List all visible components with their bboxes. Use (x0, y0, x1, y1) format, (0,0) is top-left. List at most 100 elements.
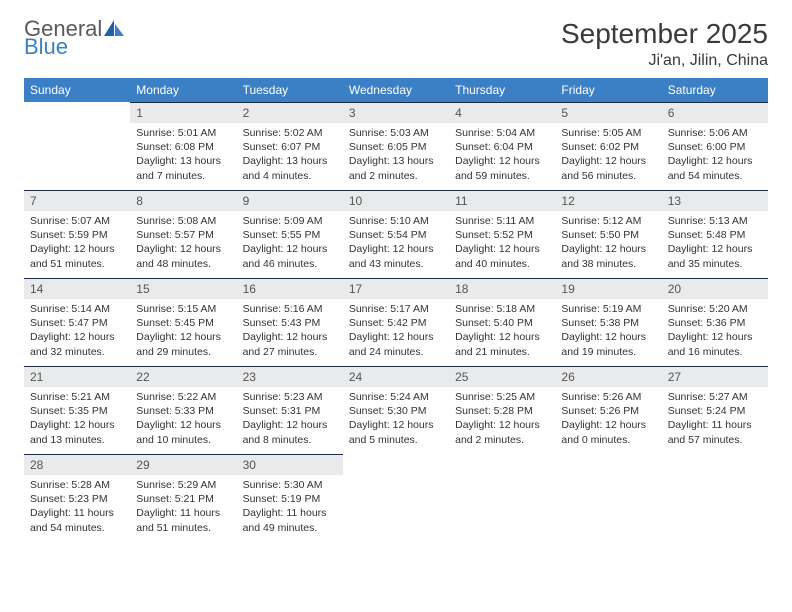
day-number: 6 (662, 102, 768, 123)
day-content: Sunrise: 5:01 AMSunset: 6:08 PMDaylight:… (130, 123, 236, 189)
daylight-text: Daylight: 12 hours and 5 minutes. (349, 418, 443, 446)
calendar-day-cell: 18Sunrise: 5:18 AMSunset: 5:40 PMDayligh… (449, 278, 555, 366)
sunrise-text: Sunrise: 5:21 AM (30, 390, 124, 404)
day-number: 25 (449, 366, 555, 387)
sunset-text: Sunset: 5:23 PM (30, 492, 124, 506)
sunset-text: Sunset: 6:02 PM (561, 140, 655, 154)
calendar-table: SundayMondayTuesdayWednesdayThursdayFrid… (24, 78, 768, 542)
daylight-text: Daylight: 13 hours and 4 minutes. (243, 154, 337, 182)
sunrise-text: Sunrise: 5:06 AM (668, 126, 762, 140)
sunset-text: Sunset: 5:47 PM (30, 316, 124, 330)
calendar-day-cell: 26Sunrise: 5:26 AMSunset: 5:26 PMDayligh… (555, 366, 661, 454)
calendar-day-cell: 8Sunrise: 5:08 AMSunset: 5:57 PMDaylight… (130, 190, 236, 278)
day-number: 7 (24, 190, 130, 211)
sunset-text: Sunset: 5:45 PM (136, 316, 230, 330)
daylight-text: Daylight: 12 hours and 54 minutes. (668, 154, 762, 182)
sunset-text: Sunset: 5:54 PM (349, 228, 443, 242)
day-content: Sunrise: 5:29 AMSunset: 5:21 PMDaylight:… (130, 475, 236, 541)
day-content: Sunrise: 5:15 AMSunset: 5:45 PMDaylight:… (130, 299, 236, 365)
day-content: Sunrise: 5:23 AMSunset: 5:31 PMDaylight:… (237, 387, 343, 453)
sunrise-text: Sunrise: 5:02 AM (243, 126, 337, 140)
calendar-day-cell (555, 454, 661, 542)
day-number: 15 (130, 278, 236, 299)
daylight-text: Daylight: 13 hours and 7 minutes. (136, 154, 230, 182)
calendar-day-cell: 14Sunrise: 5:14 AMSunset: 5:47 PMDayligh… (24, 278, 130, 366)
sunrise-text: Sunrise: 5:07 AM (30, 214, 124, 228)
daylight-text: Daylight: 12 hours and 59 minutes. (455, 154, 549, 182)
calendar-day-cell: 20Sunrise: 5:20 AMSunset: 5:36 PMDayligh… (662, 278, 768, 366)
sunrise-text: Sunrise: 5:25 AM (455, 390, 549, 404)
day-content: Sunrise: 5:26 AMSunset: 5:26 PMDaylight:… (555, 387, 661, 453)
daylight-text: Daylight: 12 hours and 35 minutes. (668, 242, 762, 270)
daylight-text: Daylight: 12 hours and 21 minutes. (455, 330, 549, 358)
day-number: 13 (662, 190, 768, 211)
day-content: Sunrise: 5:06 AMSunset: 6:00 PMDaylight:… (662, 123, 768, 189)
calendar-day-cell: 7Sunrise: 5:07 AMSunset: 5:59 PMDaylight… (24, 190, 130, 278)
daylight-text: Daylight: 12 hours and 13 minutes. (30, 418, 124, 446)
calendar-page: General Blue September 2025 Ji'an, Jilin… (0, 0, 792, 560)
sunset-text: Sunset: 5:26 PM (561, 404, 655, 418)
sunset-text: Sunset: 5:28 PM (455, 404, 549, 418)
sunrise-text: Sunrise: 5:19 AM (561, 302, 655, 316)
day-content: Sunrise: 5:22 AMSunset: 5:33 PMDaylight:… (130, 387, 236, 453)
day-number: 26 (555, 366, 661, 387)
day-number: 30 (237, 454, 343, 475)
day-content: Sunrise: 5:11 AMSunset: 5:52 PMDaylight:… (449, 211, 555, 277)
calendar-day-cell: 4Sunrise: 5:04 AMSunset: 6:04 PMDaylight… (449, 102, 555, 190)
calendar-day-cell: 3Sunrise: 5:03 AMSunset: 6:05 PMDaylight… (343, 102, 449, 190)
sunrise-text: Sunrise: 5:20 AM (668, 302, 762, 316)
sunrise-text: Sunrise: 5:03 AM (349, 126, 443, 140)
day-content: Sunrise: 5:24 AMSunset: 5:30 PMDaylight:… (343, 387, 449, 453)
calendar-day-cell: 10Sunrise: 5:10 AMSunset: 5:54 PMDayligh… (343, 190, 449, 278)
logo: General Blue (24, 18, 126, 58)
sunrise-text: Sunrise: 5:16 AM (243, 302, 337, 316)
daylight-text: Daylight: 12 hours and 2 minutes. (455, 418, 549, 446)
sunset-text: Sunset: 5:30 PM (349, 404, 443, 418)
daylight-text: Daylight: 13 hours and 2 minutes. (349, 154, 443, 182)
calendar-day-cell (449, 454, 555, 542)
sunrise-text: Sunrise: 5:18 AM (455, 302, 549, 316)
day-content: Sunrise: 5:21 AMSunset: 5:35 PMDaylight:… (24, 387, 130, 453)
day-number: 22 (130, 366, 236, 387)
sunrise-text: Sunrise: 5:26 AM (561, 390, 655, 404)
sunset-text: Sunset: 6:00 PM (668, 140, 762, 154)
daylight-text: Daylight: 12 hours and 43 minutes. (349, 242, 443, 270)
sunrise-text: Sunrise: 5:14 AM (30, 302, 124, 316)
weekday-header: Monday (130, 78, 236, 102)
sunrise-text: Sunrise: 5:24 AM (349, 390, 443, 404)
calendar-day-cell (24, 102, 130, 190)
day-content: Sunrise: 5:17 AMSunset: 5:42 PMDaylight:… (343, 299, 449, 365)
day-number: 23 (237, 366, 343, 387)
sunrise-text: Sunrise: 5:28 AM (30, 478, 124, 492)
calendar-day-cell: 23Sunrise: 5:23 AMSunset: 5:31 PMDayligh… (237, 366, 343, 454)
daylight-text: Daylight: 12 hours and 0 minutes. (561, 418, 655, 446)
sunrise-text: Sunrise: 5:30 AM (243, 478, 337, 492)
day-content: Sunrise: 5:05 AMSunset: 6:02 PMDaylight:… (555, 123, 661, 189)
day-number: 5 (555, 102, 661, 123)
day-content: Sunrise: 5:16 AMSunset: 5:43 PMDaylight:… (237, 299, 343, 365)
daylight-text: Daylight: 12 hours and 32 minutes. (30, 330, 124, 358)
day-content: Sunrise: 5:28 AMSunset: 5:23 PMDaylight:… (24, 475, 130, 541)
sunset-text: Sunset: 6:08 PM (136, 140, 230, 154)
sunset-text: Sunset: 5:50 PM (561, 228, 655, 242)
calendar-day-cell: 30Sunrise: 5:30 AMSunset: 5:19 PMDayligh… (237, 454, 343, 542)
sunrise-text: Sunrise: 5:23 AM (243, 390, 337, 404)
daylight-text: Daylight: 12 hours and 46 minutes. (243, 242, 337, 270)
day-number: 24 (343, 366, 449, 387)
day-content: Sunrise: 5:14 AMSunset: 5:47 PMDaylight:… (24, 299, 130, 365)
sunset-text: Sunset: 6:05 PM (349, 140, 443, 154)
weekday-header: Wednesday (343, 78, 449, 102)
calendar-day-cell: 1Sunrise: 5:01 AMSunset: 6:08 PMDaylight… (130, 102, 236, 190)
daylight-text: Daylight: 11 hours and 57 minutes. (668, 418, 762, 446)
sunrise-text: Sunrise: 5:09 AM (243, 214, 337, 228)
day-number: 12 (555, 190, 661, 211)
day-number: 29 (130, 454, 236, 475)
header: General Blue September 2025 Ji'an, Jilin… (24, 18, 768, 70)
calendar-day-cell (343, 454, 449, 542)
calendar-day-cell: 2Sunrise: 5:02 AMSunset: 6:07 PMDaylight… (237, 102, 343, 190)
calendar-day-cell: 27Sunrise: 5:27 AMSunset: 5:24 PMDayligh… (662, 366, 768, 454)
daylight-text: Daylight: 12 hours and 8 minutes. (243, 418, 337, 446)
sunset-text: Sunset: 5:35 PM (30, 404, 124, 418)
day-content: Sunrise: 5:08 AMSunset: 5:57 PMDaylight:… (130, 211, 236, 277)
day-content: Sunrise: 5:25 AMSunset: 5:28 PMDaylight:… (449, 387, 555, 453)
